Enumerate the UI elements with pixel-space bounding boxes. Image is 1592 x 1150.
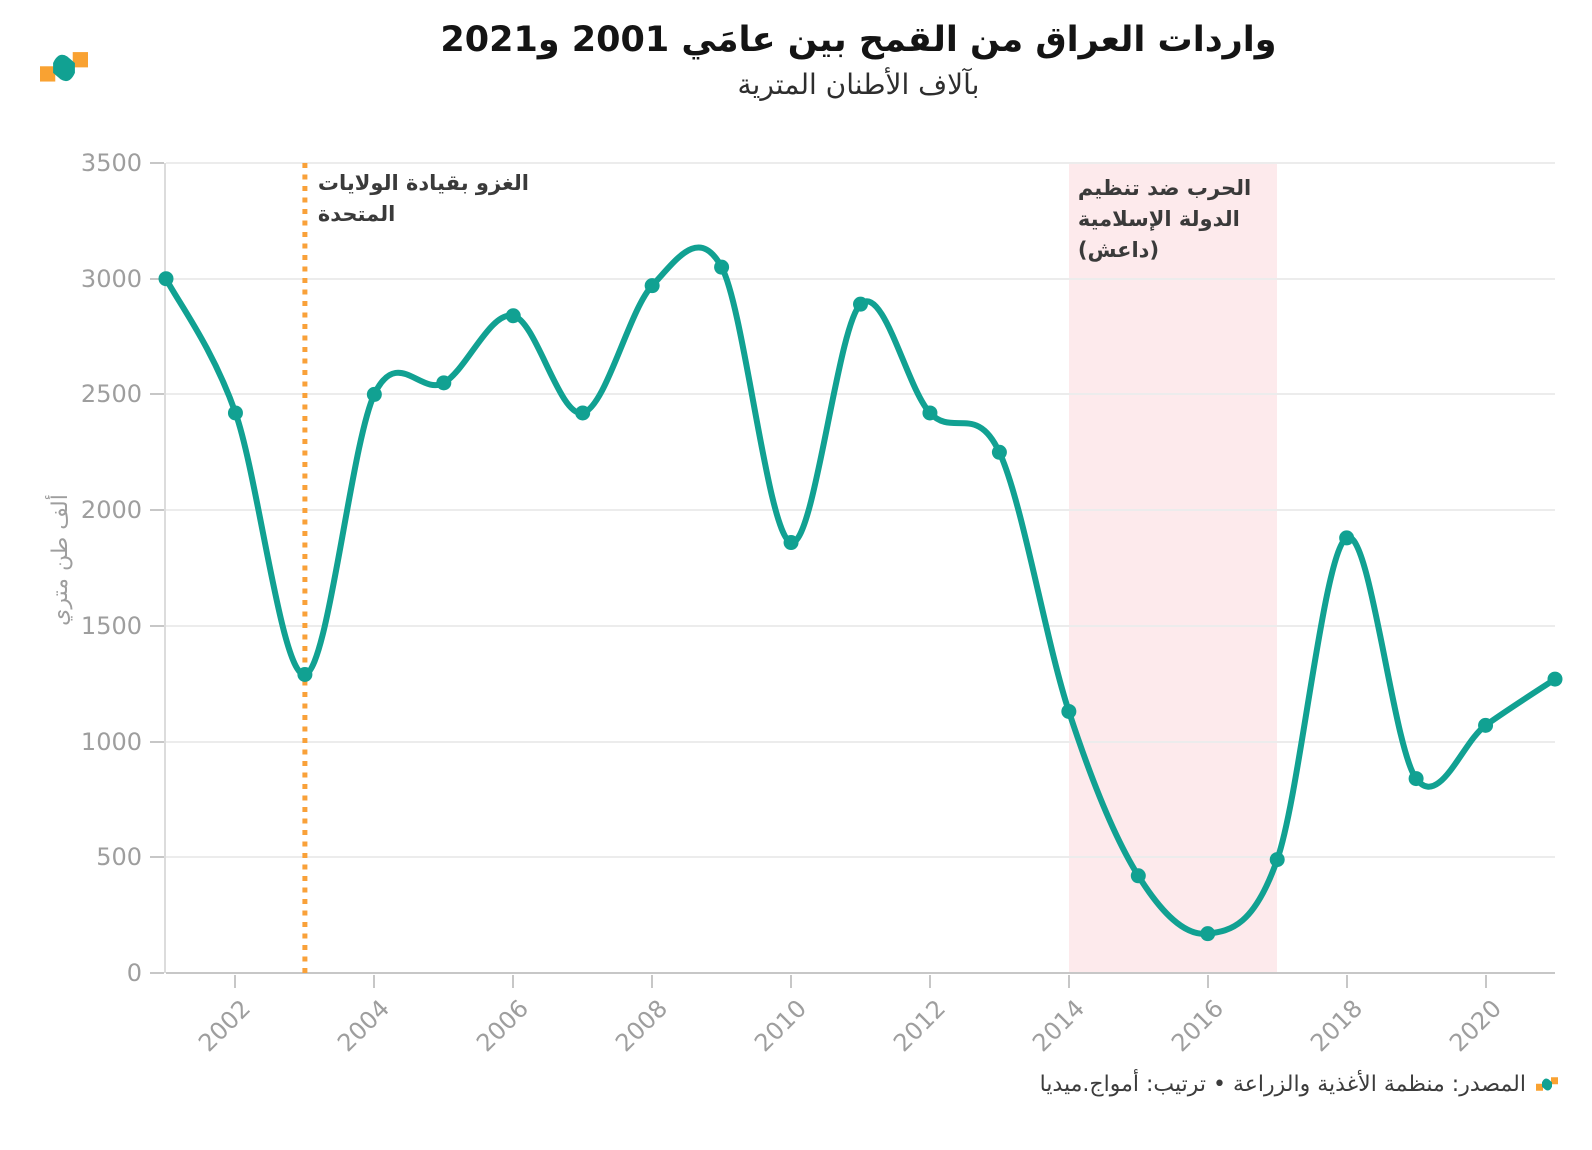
data-point-2006 (505, 308, 521, 324)
data-point-2001 (158, 271, 174, 287)
x-tick-label-2010: 2010 (749, 994, 813, 1058)
gridline-0 (166, 972, 1555, 974)
y-tick-mark (150, 277, 164, 280)
x-tick-label-2008: 2008 (610, 994, 674, 1058)
annotation-line: (داعش) (1077, 238, 1160, 262)
x-tick-mark (234, 975, 237, 988)
data-point-2017 (1269, 852, 1285, 868)
data-point-2011 (853, 296, 868, 312)
x-tick-mark (512, 975, 515, 988)
data-point-2008 (644, 278, 660, 294)
y-tick-mark (150, 624, 164, 627)
x-tick-mark (928, 975, 931, 988)
annotation-line: الغزو بقيادة الولايات (317, 171, 529, 195)
data-point-2021 (1547, 671, 1563, 687)
plot-area: 0 500 1000 1500 2000 2500 3000 3500 2002 2004 200… (81, 149, 1563, 1057)
data-point-2019 (1408, 771, 1424, 787)
y-tick-label-3000: 3000 (80, 264, 142, 293)
source-line: المصدر: منظمة الأغذية والزراعة • ترتيب: … (1040, 1072, 1558, 1097)
x-tick-mark (373, 975, 376, 988)
annotation-line: المتحدة (317, 202, 396, 226)
line-chart-svg (158, 163, 1563, 978)
wheat-imports-line (163, 244, 1558, 937)
amwaj-media-logo-icon (1536, 1076, 1558, 1091)
chart-header: واردات العراق من القمح بين عامَي 2001 و2… (164, 16, 1553, 104)
x-tick-mark (651, 975, 654, 988)
x-tick-label-2004: 2004 (332, 994, 396, 1058)
y-tick-label-3500: 3500 (80, 149, 142, 177)
gridline-2000 (166, 509, 1555, 512)
x-tick-mark (1484, 975, 1487, 988)
gridline-2500 (166, 393, 1555, 396)
gridline-1000 (166, 740, 1555, 743)
data-point-2002 (227, 405, 243, 421)
x-tick-mark (1345, 975, 1348, 988)
x-axis: 2002 2004 2006 2008 2010 2012 2014 2016 2018 2020 (166, 973, 1555, 1093)
y-tick-label-1000: 1000 (80, 727, 142, 756)
data-point-2010 (783, 535, 799, 551)
data-point-2012 (922, 405, 938, 421)
gridline-500 (166, 856, 1555, 859)
chart-subtitle: بآلاف الأطنان المترية (737, 68, 980, 101)
chart-title: واردات العراق من القمح بين عامَي 2001 و2… (440, 20, 1277, 60)
x-tick-mark (790, 975, 793, 988)
data-point-2020 (1478, 717, 1494, 733)
y-tick-label-0: 0 (126, 959, 142, 987)
gridline-3500 (166, 162, 1555, 164)
data-point-2015 (1130, 868, 1146, 884)
y-tick-label-2000: 2000 (80, 496, 142, 525)
y-tick-label-2500: 2500 (80, 380, 142, 409)
data-point-2004 (366, 386, 382, 402)
x-tick-mark (1067, 975, 1070, 988)
gridline-3000 (166, 277, 1555, 280)
y-axis-title: ألف طن متري (48, 494, 73, 626)
data-point-2013 (991, 444, 1007, 460)
x-tick-label-2012: 2012 (888, 994, 952, 1058)
isis-war-annotation: الحرب ضد تنظيم الدولة الإسلامية (داعش) (1078, 173, 1251, 266)
data-point-2018 (1339, 530, 1355, 546)
x-tick-label-2006: 2006 (471, 994, 535, 1058)
us-invasion-annotation: الغزو بقيادة الولايات المتحدة (318, 168, 529, 230)
x-tick-mark (1206, 975, 1209, 988)
grid-layer: 0 500 1000 1500 2000 2500 3000 3500 (81, 149, 1555, 987)
y-tick-mark (150, 972, 164, 974)
annotation-line: الحرب ضد تنظيم (1077, 176, 1252, 200)
y-tick-label-1500: 1500 (80, 611, 142, 640)
annotation-line: الدولة الإسلامية (1077, 207, 1240, 231)
y-tick-mark (150, 740, 164, 743)
x-tick-label-2002: 2002 (193, 994, 257, 1058)
y-tick-mark (150, 393, 164, 396)
data-point-2007 (575, 405, 591, 421)
data-point-2003 (297, 666, 313, 682)
data-point-2014 (1061, 703, 1077, 719)
data-point-2009 (714, 259, 730, 275)
y-tick-mark (150, 509, 164, 512)
isis-war-band (1068, 163, 1278, 973)
gridline-1500 (166, 624, 1555, 627)
data-point-2005 (436, 375, 452, 391)
y-tick-mark (150, 856, 164, 859)
data-point-2016 (1200, 926, 1216, 942)
amwaj-media-logo-icon (40, 52, 88, 82)
y-tick-mark (150, 162, 164, 164)
y-tick-label-500: 500 (96, 843, 142, 872)
source-text: المصدر: منظمة الأغذية والزراعة • ترتيب: … (1039, 1072, 1526, 1097)
